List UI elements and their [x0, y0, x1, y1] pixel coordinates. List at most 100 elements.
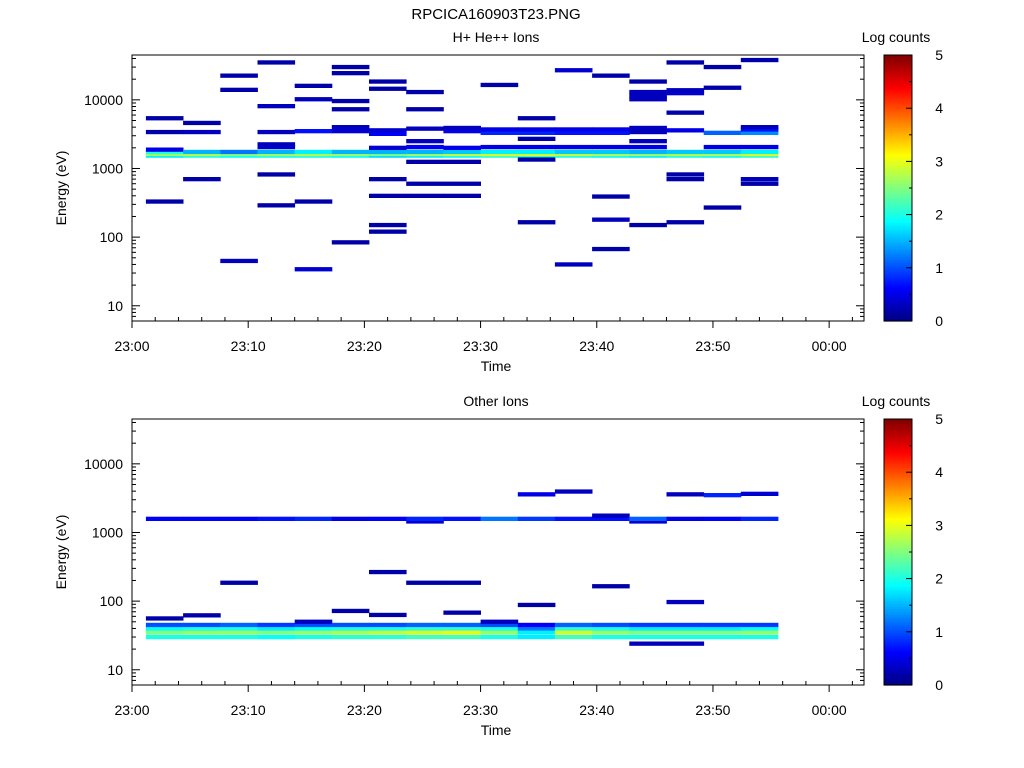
heatmap-cell: [145, 626, 184, 631]
colorbar-segment: [884, 427, 912, 430]
colorbar-segment: [884, 200, 912, 203]
heatmap-cell: [294, 634, 333, 640]
colorbar-segment: [884, 286, 912, 290]
heatmap-cell: [257, 172, 296, 177]
colorbar-segment: [884, 242, 912, 246]
colorbar-segment: [884, 278, 912, 282]
heatmap-cell: [257, 626, 296, 631]
heatmap-cell: [257, 144, 296, 150]
colorbar-segment: [884, 652, 912, 656]
heatmap-cell: [592, 634, 630, 640]
colorbar-segment: [884, 523, 912, 527]
colorbar-segment: [884, 622, 912, 626]
colorbar-segment: [884, 547, 912, 551]
colorbar-segment: [884, 129, 912, 133]
colorbar-segment: [884, 284, 912, 288]
heatmap-cell: [740, 125, 779, 130]
colorbar-segment: [884, 254, 912, 258]
colorbar-segment: [884, 79, 912, 82]
heatmap-cell: [369, 622, 407, 628]
colorbar-segment: [884, 582, 912, 585]
colorbar-segment: [884, 616, 912, 620]
colorbar-segment: [884, 264, 912, 268]
heatmap-cell: [443, 622, 481, 628]
heatmap-cell: [406, 89, 444, 95]
heatmap-cell: [257, 142, 296, 147]
heatmap-cell: [294, 626, 333, 631]
x-tick-label: 23:30: [463, 702, 498, 718]
heatmap-cell: [331, 240, 370, 245]
colorbar-segment: [884, 75, 912, 78]
colorbar-segment: [884, 487, 912, 491]
colorbar-segment: [884, 157, 912, 161]
heatmap-cell: [406, 626, 444, 631]
heatmap-cell: [740, 149, 779, 155]
heatmap-cell: [740, 181, 779, 186]
heatmap-cell: [443, 159, 481, 164]
heatmap-cell: [331, 626, 370, 631]
y-tick-label: 100: [100, 229, 124, 245]
heatmap-cell: [220, 87, 258, 92]
x-tick-label: 23:00: [114, 702, 149, 718]
colorbar-segment: [884, 509, 912, 513]
colorbar-segment: [884, 447, 912, 450]
colorbar-segment: [884, 155, 912, 159]
heatmap-cell: [443, 149, 481, 155]
colorbar-segment: [884, 495, 912, 499]
colorbar-label: Log counts: [862, 393, 931, 409]
heatmap-cell: [443, 193, 481, 198]
heatmap-cell: [592, 516, 630, 521]
colorbar-segment: [884, 159, 912, 163]
colorbar-tick-label: 0: [935, 313, 943, 329]
colorbar-segment: [884, 298, 912, 302]
colorbar-segment: [884, 308, 912, 312]
x-tick-label: 23:20: [347, 338, 382, 354]
heatmap-cell: [740, 516, 779, 521]
colorbar-tick-label: 1: [935, 624, 943, 640]
heatmap-cell: [257, 104, 296, 109]
colorbar-segment: [884, 93, 912, 96]
colorbar-segment: [884, 539, 912, 543]
colorbar-segment: [884, 439, 912, 442]
colorbar-segment: [884, 598, 912, 601]
colorbar-segment: [884, 644, 912, 648]
heatmap-cell: [183, 129, 221, 135]
colorbar-segment: [884, 485, 912, 489]
heatmap-cell: [406, 516, 444, 521]
heatmap-cell: [331, 608, 370, 614]
colorbar-segment: [884, 545, 912, 549]
colorbar-segment: [884, 198, 912, 201]
colorbar-segment: [884, 95, 912, 98]
heatmap-cell: [666, 641, 705, 646]
colorbar-segment: [884, 531, 912, 535]
heatmap-cell: [703, 626, 742, 631]
colorbar-segment: [884, 246, 912, 250]
colorbar-segment: [884, 149, 912, 153]
heatmap-cell: [517, 127, 556, 132]
heatmap-cell: [183, 516, 221, 521]
colorbar-segment: [884, 459, 912, 462]
heatmap-cell: [369, 193, 407, 198]
colorbar-segment: [884, 115, 912, 119]
heatmap-cell: [369, 229, 407, 234]
colorbar-segment: [884, 59, 912, 62]
colorbar-segment: [884, 618, 912, 622]
heatmap-cell: [554, 626, 593, 631]
colorbar-segment: [884, 65, 912, 68]
heatmap-cell: [331, 71, 370, 76]
colorbar-segment: [884, 274, 912, 278]
colorbar-segment: [884, 640, 912, 644]
y-tick-label: 10: [107, 662, 123, 678]
colorbar-segment: [884, 630, 912, 634]
heatmap-cell: [629, 89, 667, 95]
heatmap-cell: [740, 634, 779, 640]
colorbar-segment: [884, 469, 912, 472]
heatmap-cell: [740, 630, 779, 635]
heatmap-cell: [666, 626, 705, 631]
colorbar-segment: [884, 127, 912, 131]
heatmap-cell: [443, 610, 481, 615]
colorbar-segment: [884, 97, 912, 100]
colorbar-segment: [884, 451, 912, 454]
colorbar-segment: [884, 135, 912, 139]
x-tick-label: 23:00: [114, 338, 149, 354]
